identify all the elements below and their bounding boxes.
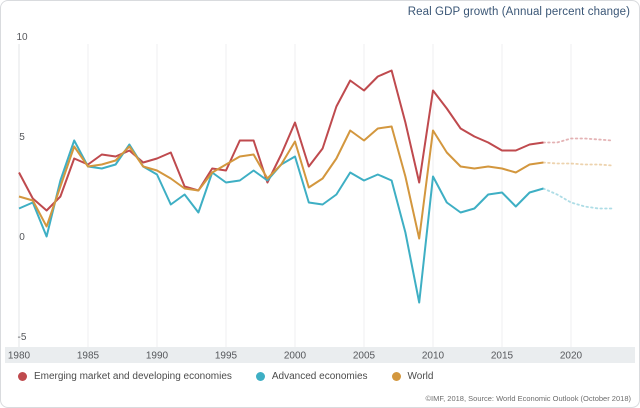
- world-series-dot-icon: [391, 371, 401, 381]
- series-forecast-line-1: [542, 187, 614, 210]
- legend-item-world: World: [391, 370, 434, 382]
- x-axis-label-2000: 2000: [284, 351, 307, 362]
- x-axis-label-2020: 2020: [560, 351, 583, 362]
- series-forecast-line-2: [542, 161, 614, 167]
- series-line-2: [18, 125, 544, 240]
- legend-label-emerging: Emerging market and developing economies: [34, 370, 232, 382]
- x-axis-label-1985: 1985: [77, 351, 100, 362]
- y-axis-label-5: 5: [19, 132, 25, 143]
- series-line-0: [18, 69, 544, 212]
- y-axis-label-0: 0: [19, 232, 25, 243]
- source-attribution: ©IMF, 2018, Source: World Economic Outlo…: [425, 394, 631, 403]
- x-axis-label-2015: 2015: [491, 351, 514, 362]
- y-axis-label--5: -5: [18, 332, 27, 343]
- series-forecast-line-0: [542, 137, 614, 144]
- x-axis-label-2010: 2010: [422, 351, 445, 362]
- x-axis-label-1995: 1995: [215, 351, 238, 362]
- x-axis-band: [5, 347, 635, 363]
- y-axis-label-10: 10: [16, 32, 28, 43]
- chart-legend: Emerging market and developing economies…: [0, 367, 640, 385]
- x-axis-label-1990: 1990: [146, 351, 169, 362]
- legend-label-world: World: [407, 370, 434, 382]
- legend-item-advanced: Advanced economies: [255, 370, 368, 382]
- x-axis-label-2005: 2005: [353, 351, 376, 362]
- gdp-line-chart: 10 5 0 -5 1980 1985 1990 1995 2000 2005 2010 2015 20…: [5, 32, 635, 363]
- advanced-series-dot-icon: [255, 371, 265, 381]
- x-axis-label-1980: 1980: [8, 351, 31, 362]
- legend-label-advanced: Advanced economies: [271, 370, 368, 382]
- chart-title: Real GDP growth (Annual percent change): [407, 6, 630, 18]
- emerging-series-dot-icon: [18, 371, 27, 381]
- legend-item-emerging: Emerging market and developing economies: [18, 371, 232, 382]
